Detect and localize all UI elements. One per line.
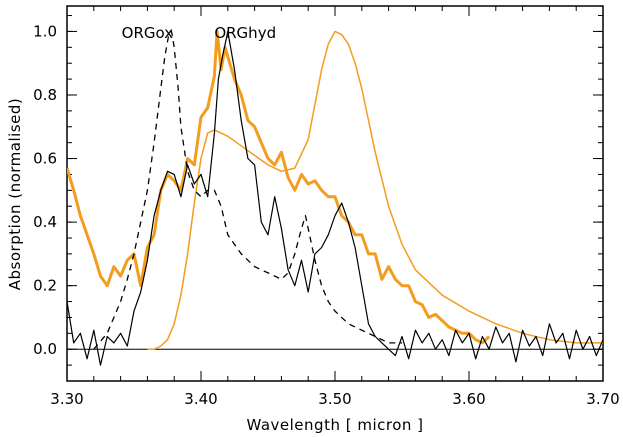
series-line-solid-orange-thick: [67, 29, 491, 345]
annotation-label: ORGox: [122, 24, 174, 42]
x-tick-label: 3.50: [318, 390, 351, 408]
x-tick-label: 3.40: [184, 390, 217, 408]
annotation-layer: ORGox ORGhyd: [122, 24, 276, 42]
tick-label-layer: 3.30 3.40 3.50 3.60 3.70 0.0 0.2 0.4 0.6 0.8 1.0: [33, 22, 620, 408]
plot-frame: [66, 5, 604, 382]
series-line-solid-orange-thin: [147, 30, 603, 350]
y-tick-label: 0.2: [33, 277, 57, 295]
x-axis-label: Wavelength [ micron ]: [246, 416, 423, 434]
annotation-label: ORGhyd: [214, 24, 276, 42]
y-tick-label: 0.0: [33, 340, 57, 358]
series-line-dashed-black: [93, 30, 402, 350]
y-tick-label: 0.4: [33, 213, 57, 231]
series-layer: [67, 29, 603, 366]
series-line-solid-black-noisy: [67, 30, 603, 366]
y-tick-label: 0.6: [33, 150, 57, 168]
y-axis-label: Absorption (normalised): [6, 98, 24, 290]
x-tick-label: 3.60: [452, 390, 485, 408]
axis-ticks: [66, 6, 604, 382]
y-tick-label: 0.8: [33, 86, 57, 104]
x-tick-label: 3.70: [586, 390, 619, 408]
x-tick-label: 3.30: [50, 390, 83, 408]
y-tick-label: 1.0: [33, 22, 57, 40]
